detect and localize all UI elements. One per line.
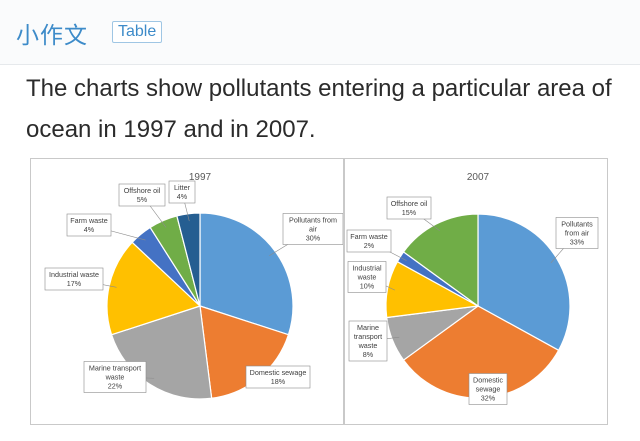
- data-label-text: 10%: [360, 282, 375, 291]
- data-label-text: 18%: [271, 377, 286, 386]
- data-label-text: air: [309, 225, 318, 234]
- data-label-text: Litter: [174, 183, 191, 192]
- data-label-text: waste: [358, 341, 378, 350]
- data-label-text: transport: [354, 332, 382, 341]
- data-label-text: Marine: [357, 323, 379, 332]
- chart-title: 2007: [467, 172, 490, 183]
- data-label-text: Pollutants from: [289, 216, 337, 225]
- data-label-text: 30%: [306, 234, 321, 243]
- data-label-box: [245, 365, 311, 389]
- pie-slice-pollutants-from-air: [477, 213, 571, 352]
- data-label-text: waste: [105, 373, 125, 382]
- data-label-text: 4%: [84, 225, 95, 234]
- data-label-text: 2%: [364, 241, 375, 250]
- data-label-text: waste: [357, 273, 377, 282]
- data-label-box: [468, 373, 508, 405]
- brand-title: 小作文: [16, 23, 88, 49]
- data-label-box: [348, 320, 388, 362]
- data-label-text: Offshore oil: [391, 199, 428, 208]
- data-label-box: [44, 267, 104, 291]
- data-label-text: 5%: [137, 195, 148, 204]
- pie-slice-marine-transport-waste: [110, 305, 213, 400]
- data-label-text: from air: [565, 229, 590, 238]
- data-label-box: [168, 180, 196, 204]
- chart-title: 1997: [189, 172, 212, 183]
- chart-panel-2007: 2007 Pollutants from air 33% Domestic sewage 3…: [344, 158, 608, 425]
- data-label-box: [118, 183, 166, 207]
- data-label-text: 22%: [108, 382, 123, 391]
- data-label-text: Pollutants: [561, 220, 593, 229]
- category-tag-button[interactable]: Table: [112, 21, 163, 43]
- data-label-text: Farm waste: [70, 216, 108, 225]
- data-label-text: 17%: [67, 279, 82, 288]
- data-label-box: [66, 213, 112, 237]
- data-label-box: [555, 217, 599, 249]
- data-label-box: [83, 361, 147, 393]
- data-label-text: Industrial waste: [49, 270, 99, 279]
- pie-slice-pollutants-from-air: [199, 212, 294, 336]
- data-label-text: Domestic: [473, 376, 503, 385]
- data-label-text: Industrial: [352, 264, 382, 273]
- data-label-text: Domestic sewage: [250, 368, 307, 377]
- data-label-text: sewage: [476, 385, 501, 394]
- data-label-box: [386, 196, 432, 220]
- data-label-text: 8%: [363, 350, 374, 359]
- data-label-text: Marine transport: [89, 364, 141, 373]
- pie-slice-offshore-oil: [402, 213, 479, 308]
- pie-slice-litter: [176, 212, 201, 307]
- data-label-text: Offshore oil: [124, 186, 161, 195]
- data-label-text: 32%: [481, 394, 496, 403]
- question-text: The charts show pollutants entering a pa…: [26, 75, 612, 143]
- data-label-text: 4%: [177, 192, 188, 201]
- data-label-text: 15%: [402, 208, 417, 217]
- data-label-text: Farm waste: [350, 232, 388, 241]
- data-label-box: [346, 229, 392, 253]
- chart-panel-1997: 1997 Pollutants from air 30% Domestic sewage…: [30, 158, 344, 425]
- top-bar: 小作文 Table: [0, 0, 640, 65]
- data-label-box: [347, 261, 387, 293]
- data-label-box: [282, 213, 344, 245]
- data-label-text: 33%: [570, 238, 585, 247]
